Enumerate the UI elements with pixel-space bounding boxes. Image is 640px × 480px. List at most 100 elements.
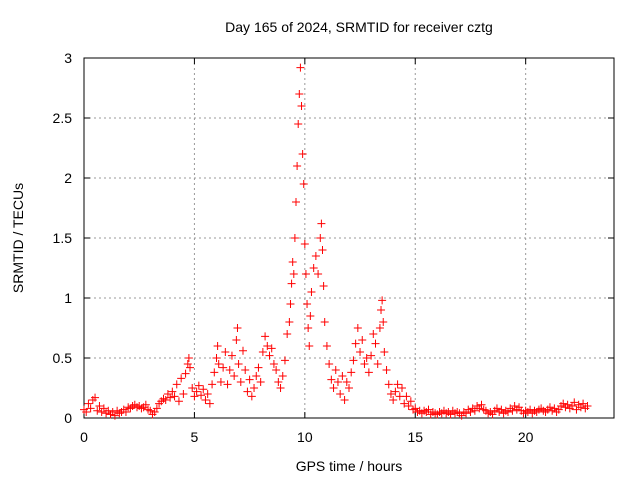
data-point xyxy=(82,408,91,416)
data-point xyxy=(293,162,302,170)
data-point xyxy=(168,387,177,396)
data-point xyxy=(192,387,201,396)
data-point xyxy=(386,390,395,398)
data-point xyxy=(331,366,340,374)
data-point xyxy=(364,368,373,377)
data-point xyxy=(362,354,371,362)
data-point xyxy=(93,406,102,415)
data-point xyxy=(161,396,170,404)
data-point xyxy=(170,392,179,401)
data-point xyxy=(356,348,365,356)
data-point xyxy=(295,90,304,98)
data-point xyxy=(289,270,298,278)
data-point xyxy=(305,342,314,350)
data-point xyxy=(232,336,241,344)
data-point xyxy=(287,279,296,288)
data-point xyxy=(199,385,208,394)
data-point xyxy=(307,288,316,296)
y-tick-label: 3 xyxy=(64,50,72,66)
y-tick-label: 1.5 xyxy=(53,230,73,246)
data-point xyxy=(299,180,308,188)
data-point xyxy=(216,378,225,386)
data-point xyxy=(379,318,388,326)
data-point xyxy=(398,384,406,392)
data-point xyxy=(265,351,274,360)
data-point xyxy=(378,296,387,305)
data-point xyxy=(329,384,338,392)
data-point xyxy=(243,387,252,396)
data-point xyxy=(99,404,108,413)
data-point xyxy=(508,406,517,415)
data-point xyxy=(360,360,369,368)
data-point xyxy=(404,402,413,410)
data-point xyxy=(197,391,206,400)
data-point xyxy=(358,336,367,344)
data-point xyxy=(318,246,327,254)
data-point xyxy=(214,360,223,368)
data-point xyxy=(349,356,358,365)
x-tick-label: 15 xyxy=(407,429,423,445)
data-point xyxy=(325,360,334,368)
data-point xyxy=(194,381,203,390)
data-point xyxy=(269,360,278,368)
data-point xyxy=(212,354,221,362)
data-point xyxy=(301,270,310,278)
data-point xyxy=(314,270,323,278)
data-point xyxy=(252,372,261,380)
data-point xyxy=(166,393,175,402)
data-point xyxy=(316,234,325,242)
data-point xyxy=(181,369,190,378)
data-point xyxy=(319,282,328,290)
data-point xyxy=(296,63,305,72)
data-point xyxy=(263,342,272,350)
grid-layer xyxy=(84,58,614,418)
data-point xyxy=(377,306,386,314)
data-point xyxy=(236,378,245,386)
data-point xyxy=(570,398,579,407)
data-point xyxy=(84,399,93,408)
data-point xyxy=(201,396,210,404)
data-point xyxy=(371,339,380,348)
data-point xyxy=(290,234,299,242)
data-point xyxy=(184,354,193,362)
data-point xyxy=(203,390,212,398)
data-point xyxy=(258,348,267,356)
data-point xyxy=(351,339,360,348)
data-point xyxy=(353,324,362,332)
data-point xyxy=(583,402,592,410)
data-point xyxy=(389,396,398,404)
data-point xyxy=(317,219,326,228)
data-point xyxy=(345,384,353,392)
data-point xyxy=(272,366,281,374)
data-point xyxy=(283,330,292,338)
data-point xyxy=(309,264,318,272)
data-point xyxy=(190,392,199,401)
data-point xyxy=(336,390,345,398)
data-point xyxy=(205,399,214,408)
tick-layer: 0 0.5 1 1.5 2 2.5 3 0 5 10 15 20 xyxy=(53,50,614,445)
data-point xyxy=(86,404,95,413)
data-point xyxy=(110,411,119,420)
data-point xyxy=(121,408,130,416)
data-point xyxy=(174,397,183,406)
x-axis-label: GPS time / hours xyxy=(296,458,403,474)
data-point xyxy=(347,368,356,377)
data-point xyxy=(276,384,285,392)
data-point xyxy=(384,380,393,389)
data-point xyxy=(294,120,303,128)
data-point xyxy=(223,380,232,389)
data-point xyxy=(280,356,289,365)
data-point xyxy=(225,366,234,374)
data-point xyxy=(247,392,256,401)
data-point xyxy=(320,318,329,326)
data-point xyxy=(221,348,230,356)
data-point xyxy=(208,380,217,389)
data-point xyxy=(402,392,411,401)
y-tick-label: 2.5 xyxy=(53,110,73,126)
data-point xyxy=(306,312,315,320)
data-point xyxy=(261,332,270,341)
x-tick-label: 0 xyxy=(80,429,88,445)
data-point xyxy=(393,380,402,389)
